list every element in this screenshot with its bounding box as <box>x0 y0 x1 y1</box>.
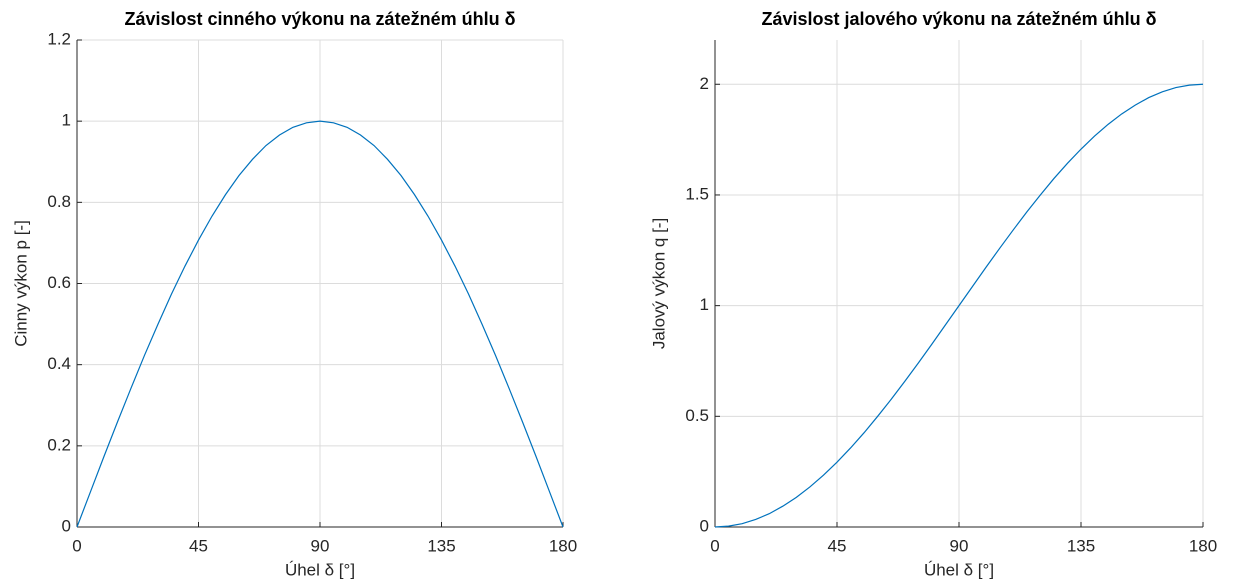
x-tick-label: 45 <box>189 536 208 555</box>
x-tick-label: 180 <box>549 536 577 555</box>
chart-title: Závislost jalového výkonu na zátežném úh… <box>761 9 1156 29</box>
x-tick-label: 135 <box>427 536 455 555</box>
y-tick-label: 0.6 <box>47 273 71 292</box>
x-tick-label: 90 <box>311 536 330 555</box>
y-tick-label: 0 <box>700 516 709 535</box>
x-tick-label: 0 <box>72 536 81 555</box>
y-tick-label: 0.4 <box>47 354 71 373</box>
y-axis-label: Cinny výkon p [-] <box>11 220 30 347</box>
x-axis-label: Úhel δ [°] <box>924 560 994 579</box>
line <box>76 120 564 528</box>
x-tick-label: 135 <box>1067 536 1095 555</box>
x-tick-label: 90 <box>950 536 969 555</box>
axes: 0 45 90 135 180 0 0.2 0.4 0.6 0.8 1 1.2 Závislost ci… <box>11 9 577 580</box>
y-tick-label: 0.5 <box>685 406 709 425</box>
line <box>714 83 1204 528</box>
y-tick-label: 1 <box>62 111 71 130</box>
y-tick-label: 0 <box>62 516 71 535</box>
y-tick-label: 1.5 <box>685 184 709 203</box>
y-tick-label: 1 <box>700 295 709 314</box>
y-axis-label: Jalový výkon q [-] <box>649 218 668 349</box>
y-tick-label: 1.2 <box>47 29 71 48</box>
y-tick-label: 0.8 <box>47 192 71 211</box>
y-tick-label: 0.2 <box>47 435 71 454</box>
chart-title: Závislost cinného výkonu na zátežném úhl… <box>125 9 516 29</box>
y-tick-label: 2 <box>700 74 709 93</box>
x-tick-label: 45 <box>828 536 847 555</box>
x-tick-label: 0 <box>710 536 719 555</box>
x-tick-label: 180 <box>1189 536 1217 555</box>
x-axis-label: Úhel δ [°] <box>285 560 355 579</box>
axes: 0 45 90 135 180 0 0.5 1 1.5 2 Závislost jalového v… <box>649 9 1217 580</box>
